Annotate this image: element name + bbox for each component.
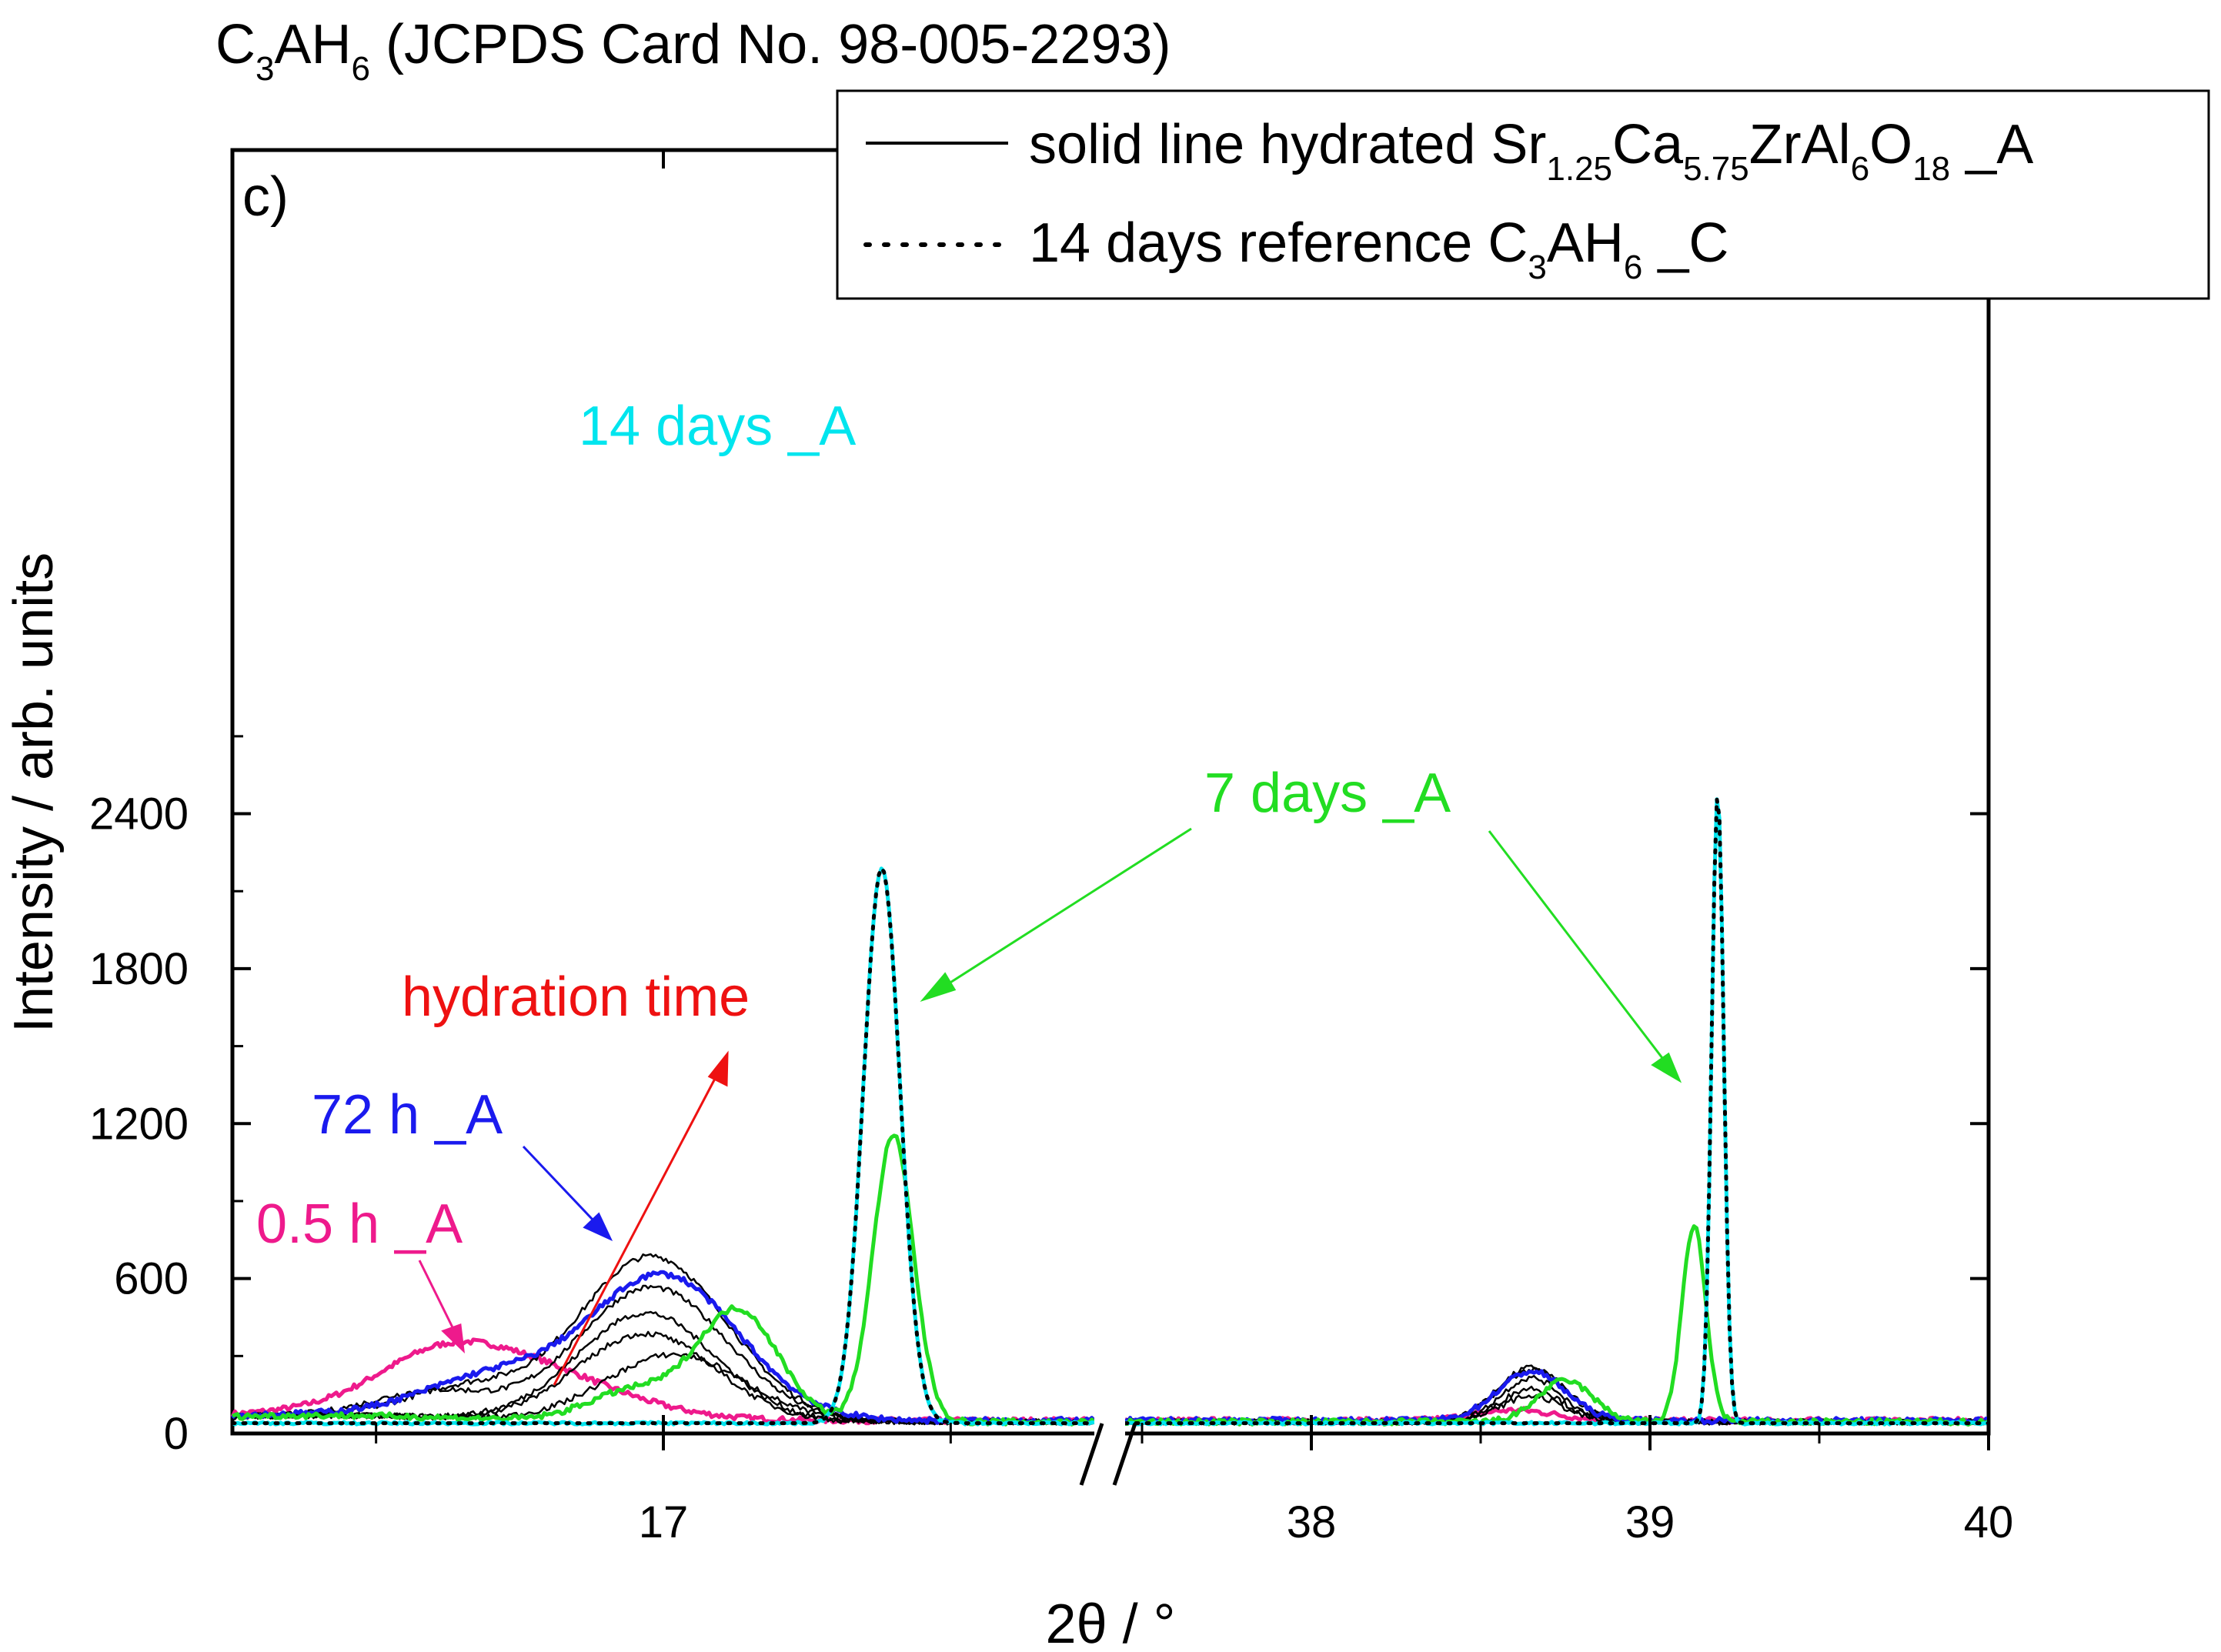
legend-entry-dotted: 14 days reference C3AH6 _C [1029, 212, 1728, 286]
series-line-7-seg0 [231, 1133, 1097, 1427]
x-tick-label: 39 [1625, 1497, 1675, 1547]
legend-entry-solid: solid line hydrated Sr1.25Ca5.75ZrAl6O18… [1029, 114, 2033, 188]
axis-break-mark-left [1079, 1423, 1104, 1486]
axis-break-mark-right [1112, 1423, 1137, 1486]
plot-frame [230, 148, 1991, 1436]
arrow-72h [522, 1145, 613, 1242]
series-line-8-seg1 [1124, 797, 1989, 1427]
y-tick-label: 2400 [89, 789, 189, 839]
series-line-9-seg1 [1123, 797, 1991, 1426]
arrow-hydration-time [553, 1050, 729, 1386]
y-axis-title: Intensity / arb. units [3, 552, 65, 1033]
y-tick-label: 0 [164, 1409, 189, 1459]
y-tick-label: 1800 [89, 944, 189, 994]
label-7-days: 7 days _A [1204, 763, 1451, 824]
arrow-7days-left [920, 827, 1192, 1003]
series-line-1-seg0 [232, 1253, 1095, 1426]
x-tick-label: 17 [639, 1497, 689, 1547]
series-line-7-seg1 [1125, 1224, 1990, 1427]
x-axis-title: 2θ / ° [1046, 1594, 1176, 1652]
series-line-8-seg0 [231, 866, 1095, 1427]
y-axis: 0 600 1200 1800 2400 [89, 735, 1989, 1459]
label-14-days: 14 days _A [579, 395, 856, 457]
x-axis: 17 38 39 40 [375, 150, 2014, 1547]
x-tick-label: 40 [1964, 1497, 2014, 1547]
label-0-5h: 0.5 h _A [256, 1193, 463, 1255]
arrow-7days-right [1488, 830, 1682, 1083]
legend-box [836, 89, 2210, 300]
x-tick-label: 38 [1287, 1497, 1337, 1547]
annotations: 14 days _A 7 days _A hydration time 72 h… [256, 395, 1682, 1386]
label-hydration-time: hydration time [402, 966, 750, 1028]
card-title: C3AH6 (JCPDS Card No. 98-005-2293) [215, 14, 1171, 88]
panel-label: c) [242, 166, 289, 228]
y-tick-label: 1200 [89, 1099, 189, 1149]
y-tick-label: 600 [114, 1254, 189, 1304]
axis-break-gap [1094, 1404, 1125, 1473]
series-line-6-seg0 [231, 1270, 1096, 1425]
label-72h: 72 h _A [312, 1084, 503, 1146]
legend: solid line hydrated Sr1.25Ca5.75ZrAl6O18… [836, 89, 2210, 300]
arrow-0-5h [418, 1260, 465, 1353]
